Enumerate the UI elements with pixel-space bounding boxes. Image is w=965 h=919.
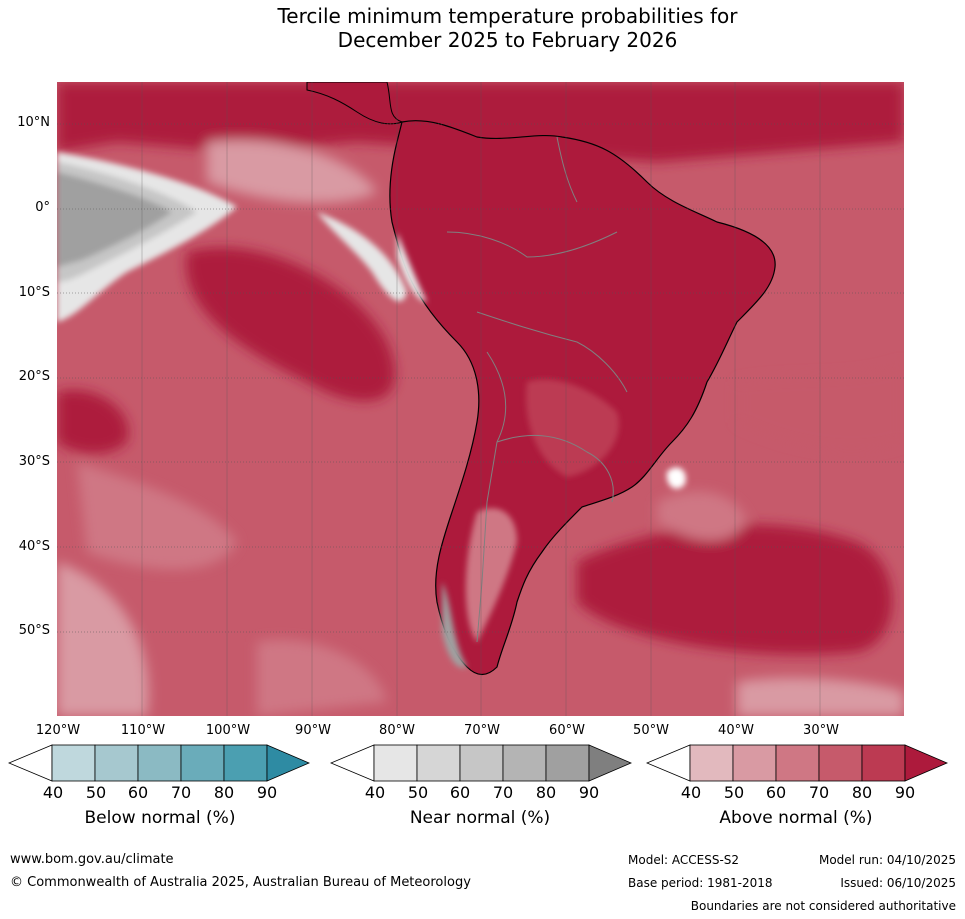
land-patches — [397, 232, 619, 668]
colorbar-near-tick: 90 — [578, 783, 600, 802]
lon-label-90w: 90°W — [295, 723, 331, 738]
colorbar-near-swatch — [545, 744, 590, 782]
colorbar-near-tick: 50 — [407, 783, 429, 802]
lon-label-60w: 60°W — [549, 723, 585, 738]
colorbar-above-title: Above normal (%) — [719, 808, 873, 828]
colorbar-near-tick: 70 — [492, 783, 514, 802]
colorbar-above-swatch — [861, 744, 906, 782]
colorbar-above-tick: 50 — [723, 783, 745, 802]
model-text: Model: ACCESS-S2 — [628, 853, 740, 867]
colorbar-near-swatch — [373, 744, 418, 782]
lat-label-10n: 10°N — [17, 115, 50, 130]
colorbar-above-under — [646, 744, 691, 782]
colorbar-above-tick: 90 — [894, 783, 916, 802]
colorbar-near-tick: 80 — [535, 783, 557, 802]
colorbar-below-tick: 50 — [85, 783, 107, 802]
lat-label-20s: 20°S — [18, 369, 50, 384]
model-run-text: Model run: 04/10/2025 — [818, 853, 956, 867]
map-title-line1: Tercile minimum temperature probabilitie… — [277, 4, 738, 28]
colorbar-above-tick: 40 — [680, 783, 702, 802]
lon-label-80w: 80°W — [379, 723, 415, 738]
colorbar-below-tick: 60 — [127, 783, 149, 802]
colorbar-above-tick: 60 — [765, 783, 787, 802]
central-america-land — [306, 82, 404, 125]
colorbar-below-title: Below normal (%) — [84, 808, 236, 828]
map-canvas — [57, 82, 904, 716]
colorbar-near-swatch — [416, 744, 461, 782]
colorbar-above-swatch — [689, 744, 734, 782]
colorbar-above-over — [904, 744, 948, 782]
map-title: Tercile minimum temperature probabilitie… — [0, 4, 965, 52]
colorbar-near-title: Near normal (%) — [409, 808, 551, 828]
lat-label-40s: 40°S — [18, 539, 50, 554]
lon-label-120w: 120°W — [35, 723, 81, 738]
lat-label-50s: 50°S — [18, 623, 50, 638]
colorbar-near-over — [588, 744, 632, 782]
colorbar-near — [330, 744, 632, 782]
colorbar-near-tick: 40 — [364, 783, 386, 802]
lon-label-100w: 100°W — [205, 723, 251, 738]
lat-label-10s: 10°S — [18, 285, 50, 300]
colorbar-below-swatch — [223, 744, 268, 782]
graticule — [57, 123, 904, 633]
colorbar-near-swatch — [459, 744, 504, 782]
near-normal-region — [57, 152, 686, 489]
lon-label-50w: 50°W — [633, 723, 669, 738]
colorbar-above-swatch — [818, 744, 863, 782]
base-period-text: Base period: 1981-2018 — [628, 876, 773, 890]
colorbar-above-swatch — [732, 744, 777, 782]
colorbar-near-tick: 60 — [449, 783, 471, 802]
probability-patches — [57, 82, 904, 716]
lon-label-70w: 70°W — [464, 723, 500, 738]
lat-label-30s: 30°S — [18, 454, 50, 469]
colorbar-below-swatch — [137, 744, 182, 782]
colorbar-below — [8, 744, 310, 782]
colorbar-below-swatch — [51, 744, 96, 782]
colorbar-near-under — [330, 744, 375, 782]
map-title-line2: December 2025 to February 2026 — [337, 28, 678, 52]
colorbar-above-swatch — [775, 744, 820, 782]
colorbar-above-tick: 80 — [851, 783, 873, 802]
lat-label-0: 0° — [35, 200, 50, 215]
lon-label-40w: 40°W — [718, 723, 754, 738]
issued-text: Issued: 06/10/2025 — [840, 876, 956, 890]
colorbar-below-tick: 70 — [170, 783, 192, 802]
probability-map — [57, 82, 904, 716]
colorbar-below-swatch — [94, 744, 139, 782]
boundaries-text: Boundaries are not considered authoritat… — [690, 899, 956, 913]
colorbar-below-over — [266, 744, 310, 782]
country-borders — [446, 136, 628, 643]
colorbar-below-tick: 40 — [42, 783, 64, 802]
colorbar-above-tick: 70 — [808, 783, 830, 802]
lon-label-110w: 110°W — [120, 723, 166, 738]
meridians — [141, 82, 821, 716]
colorbar-near-swatch — [502, 744, 547, 782]
copyright-text: © Commonwealth of Australia 2025, Austra… — [10, 875, 471, 890]
website-text: www.bom.gov.au/climate — [10, 852, 174, 867]
colorbar-below-tick: 90 — [256, 783, 278, 802]
colorbar-below-swatch — [180, 744, 225, 782]
lon-label-30w: 30°W — [803, 723, 839, 738]
colorbar-below-tick: 80 — [213, 783, 235, 802]
colorbar-above — [646, 744, 948, 782]
colorbar-below-under — [8, 744, 53, 782]
